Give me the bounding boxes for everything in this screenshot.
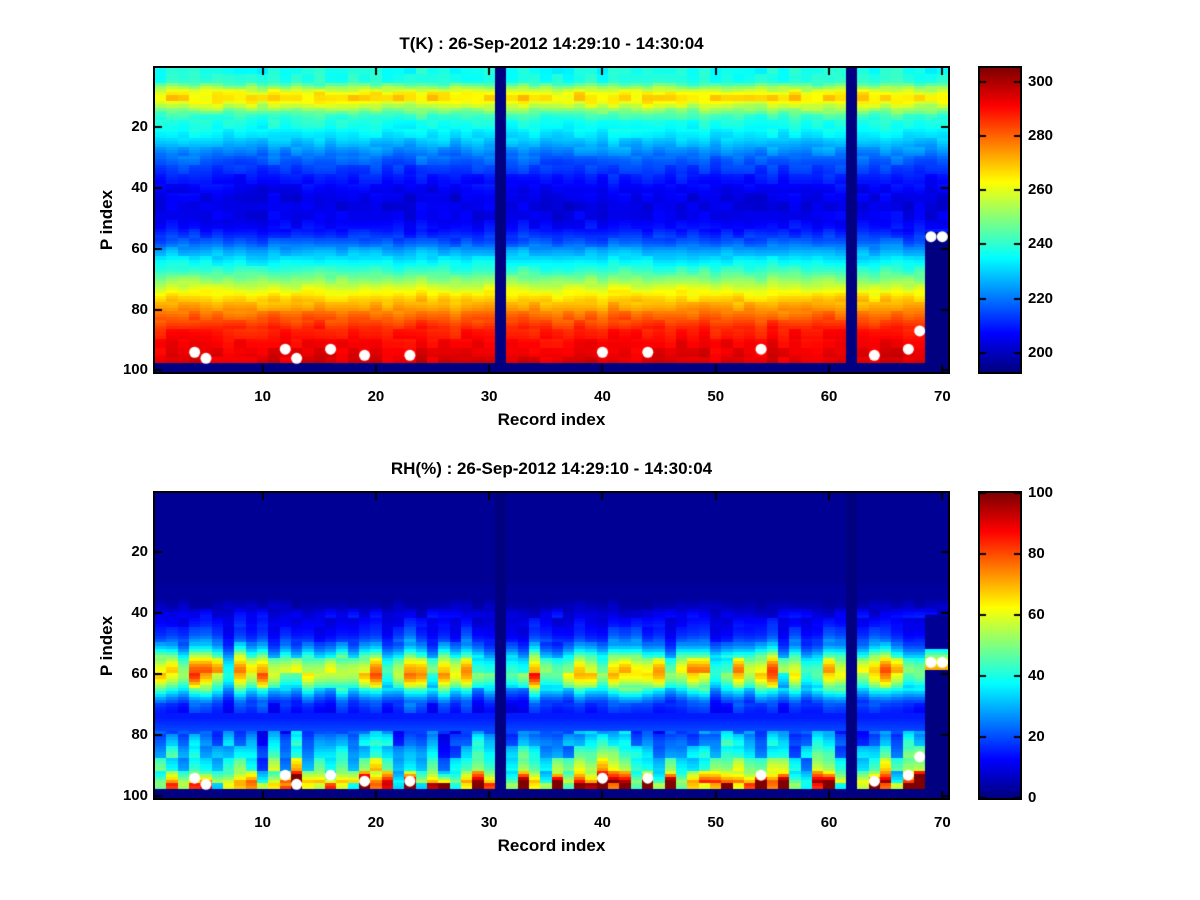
subplot1-x-axis-label: Record index — [497, 410, 606, 429]
subplot2-y-tick-label: 40 — [131, 604, 148, 622]
subplot2-heatmap-canvas — [155, 493, 948, 798]
subplot2-y-tick-label: 20 — [131, 543, 148, 561]
subplot1-x-tick-label: 50 — [707, 388, 725, 405]
subplot1-axes-box — [153, 66, 950, 374]
subplot1-y-tick-label: 100 — [122, 361, 148, 379]
subplot1-y-tick-label: 20 — [131, 118, 148, 136]
subplot1-colorbar — [978, 66, 1022, 374]
subplot2-x-tick-label: 50 — [707, 814, 725, 831]
subplot1-x-tick-label: 70 — [933, 388, 951, 405]
subplot2-colorbar — [978, 491, 1022, 800]
subplot2-axes-box — [153, 491, 950, 800]
subplot1-colorbar-tick-label: 280 — [1028, 127, 1054, 144]
subplot1-colorbar-canvas — [980, 68, 1020, 372]
subplot1-y-tick-label: 40 — [131, 179, 148, 197]
subplot2-colorbar-tick-label: 60 — [1028, 606, 1045, 623]
subplot2-x-tick-label: 60 — [820, 814, 838, 831]
subplot2-colorbar-tick-label: 100 — [1028, 484, 1054, 501]
subplot2-title: RH(%) : 26-Sep-2012 14:29:10 - 14:30:04 — [390, 459, 713, 478]
subplot1-y-tick-label: 60 — [131, 239, 148, 257]
subplot1-x-tick-label: 30 — [480, 388, 498, 405]
subplot1-title: T(K) : 26-Sep-2012 14:29:10 - 14:30:04 — [399, 34, 704, 53]
subplot1-colorbar-tick-label: 220 — [1028, 290, 1054, 307]
subplot1-y-tick-label: 80 — [131, 300, 148, 318]
subplot1-colorbar-tick-label: 240 — [1028, 235, 1054, 252]
subplot2-x-tick-label: 40 — [594, 814, 611, 831]
subplot2-x-tick-label: 10 — [254, 814, 271, 831]
subplot2-x-tick-label: 70 — [933, 814, 951, 831]
subplot2-x-tick-label: 30 — [480, 814, 498, 831]
subplot1-x-tick-label: 60 — [820, 388, 838, 405]
subplot1-colorbar-tick-label: 200 — [1028, 344, 1054, 361]
subplot1-x-tick-label: 40 — [594, 388, 611, 405]
subplot1-x-tick-label: 20 — [367, 388, 385, 405]
subplot1-colorbar-tick-label: 260 — [1028, 181, 1054, 198]
subplot2-x-axis-label: Record index — [497, 836, 606, 855]
subplot2-y-tick-label: 60 — [131, 665, 148, 683]
subplot2-colorbar-canvas — [980, 493, 1020, 798]
subplot2-y-tick-label: 80 — [131, 726, 148, 744]
subplot1-colorbar-tick-label: 300 — [1028, 73, 1054, 90]
subplot1-heatmap-canvas — [155, 68, 948, 372]
subplot2-colorbar-tick-label: 0 — [1028, 789, 1037, 806]
subplot1-x-tick-label: 10 — [254, 388, 271, 405]
subplot2-colorbar-tick-label: 80 — [1028, 545, 1045, 562]
subplot2-y-tick-label: 100 — [122, 787, 148, 805]
subplot2-colorbar-tick-label: 40 — [1028, 667, 1045, 684]
subplot2-x-tick-label: 20 — [367, 814, 385, 831]
subplot2-colorbar-tick-label: 20 — [1028, 728, 1045, 745]
